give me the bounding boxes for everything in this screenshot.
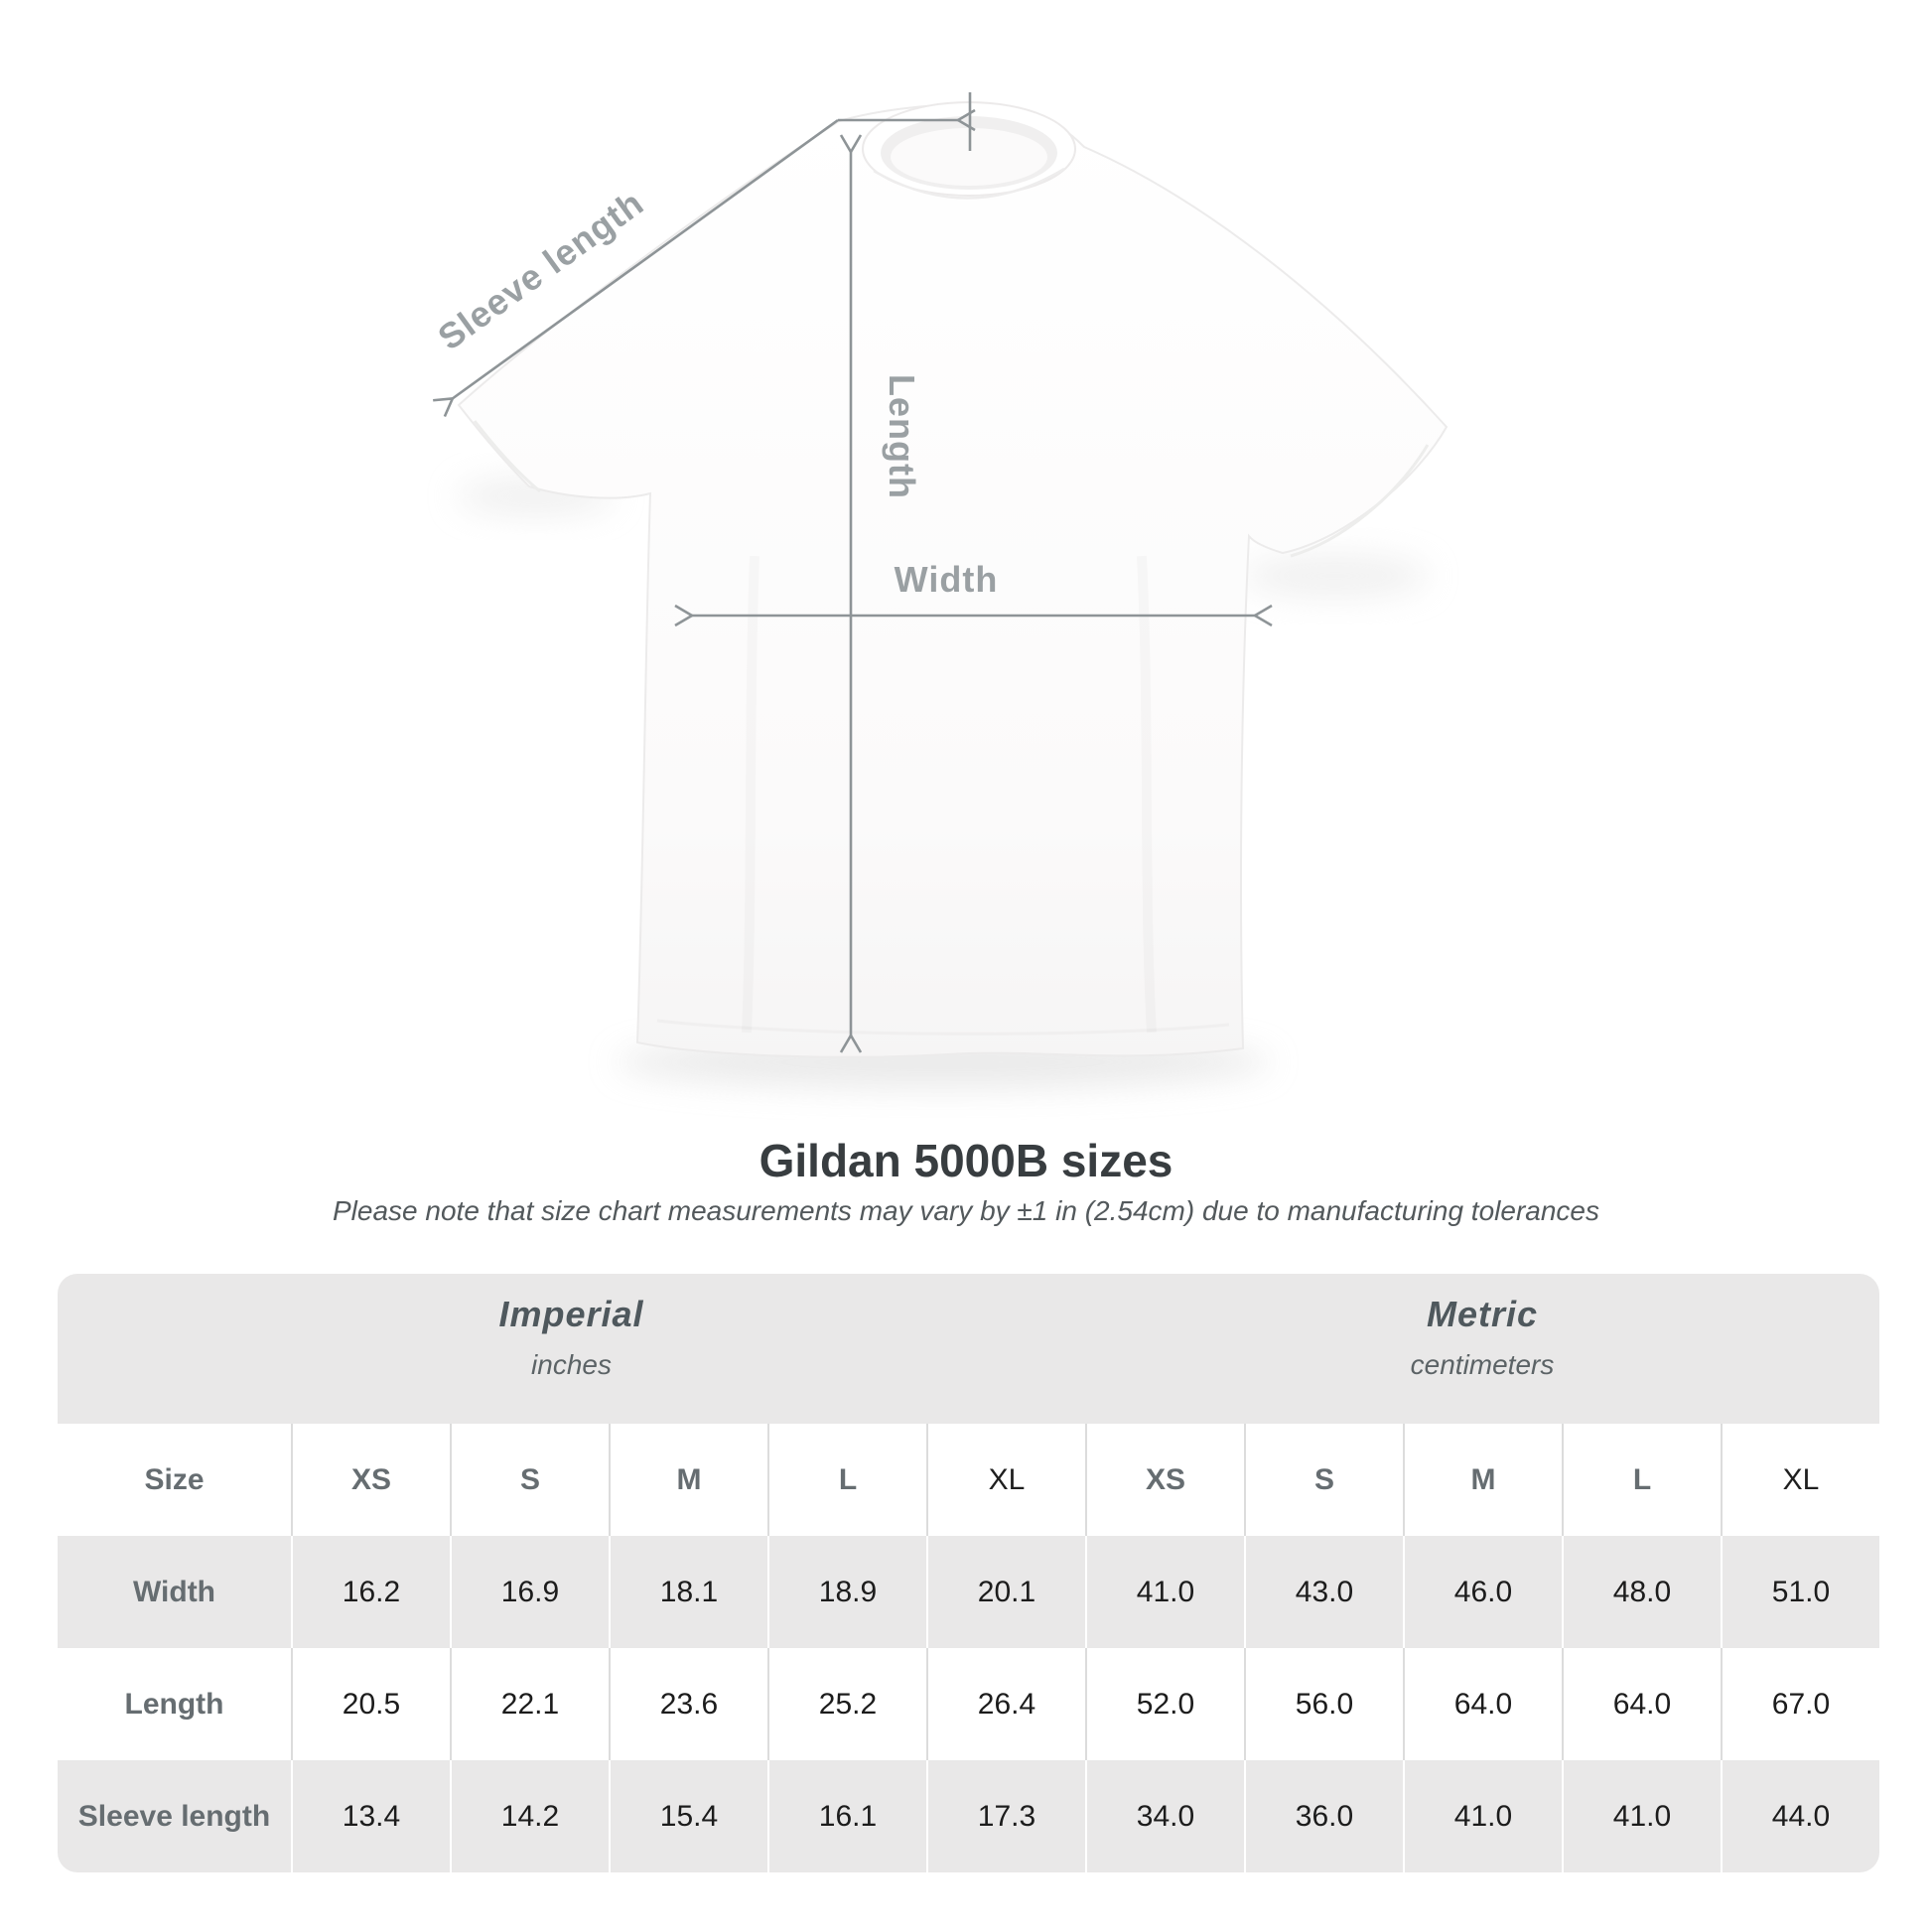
metric-label: Metric xyxy=(1426,1294,1539,1334)
size-table: Imperial inches Metric centimeters Size … xyxy=(58,1274,1879,1872)
value-cell: 44.0 xyxy=(1721,1760,1879,1872)
row-label: Sleeve length xyxy=(58,1760,291,1872)
value-cell: 34.0 xyxy=(1085,1760,1244,1872)
value-cell: 26.4 xyxy=(926,1648,1085,1760)
value-cell: 43.0 xyxy=(1244,1536,1403,1648)
value-cell: 16.2 xyxy=(291,1536,450,1648)
size-header-cell: L xyxy=(767,1424,926,1536)
size-header-cell: XS xyxy=(291,1424,450,1536)
value-cell: 56.0 xyxy=(1244,1648,1403,1760)
sleeve-length-line xyxy=(433,118,839,417)
value-cell: 22.1 xyxy=(450,1648,609,1760)
tolerance-note: Please note that size chart measurements… xyxy=(333,1195,1599,1226)
imperial-unit-label: inches xyxy=(531,1349,612,1380)
collar-seam xyxy=(873,167,1065,200)
size-header-cell: XL xyxy=(926,1424,1085,1536)
value-cell: 16.1 xyxy=(767,1760,926,1872)
right-cuff-seam xyxy=(1290,444,1430,558)
value-cell: 13.4 xyxy=(291,1760,450,1872)
value-cell: 15.4 xyxy=(609,1760,767,1872)
value-cell: 20.1 xyxy=(926,1536,1085,1648)
size-header-cell: S xyxy=(1244,1424,1403,1536)
value-cell: 46.0 xyxy=(1403,1536,1562,1648)
value-cell: 23.6 xyxy=(609,1648,767,1760)
value-cell: 51.0 xyxy=(1721,1536,1879,1648)
hem-seam xyxy=(656,1019,1230,1035)
value-cell: 16.9 xyxy=(450,1536,609,1648)
value-cell: 41.0 xyxy=(1085,1536,1244,1648)
measurement-annotations xyxy=(433,92,1273,1053)
fold-line-left xyxy=(747,556,755,1033)
length-label: Length xyxy=(882,374,922,499)
size-header-cell: XL xyxy=(1721,1424,1879,1536)
row-label: Length xyxy=(124,1687,224,1721)
size-header-cell: L xyxy=(1562,1424,1721,1536)
value-cell: 67.0 xyxy=(1721,1648,1879,1760)
metric-header-group: Metric centimeters xyxy=(1085,1274,1879,1424)
value-cell: 18.1 xyxy=(609,1536,767,1648)
size-grid: Size XS S M L XL XS S M L XL Width 16.2 … xyxy=(58,1424,1879,1872)
value-cell: 52.0 xyxy=(1085,1648,1244,1760)
left-cuff-seam xyxy=(473,420,541,493)
tshirt-graphic xyxy=(457,101,1449,1058)
tshirt-body xyxy=(457,102,1449,1058)
value-cell: 17.3 xyxy=(926,1760,1085,1872)
row-label: Width xyxy=(58,1536,291,1648)
value-cell: 64.0 xyxy=(1562,1648,1721,1760)
page-title: Gildan 5000B sizes xyxy=(759,1135,1173,1186)
metric-unit-label: centimeters xyxy=(1410,1349,1555,1380)
imperial-label: Imperial xyxy=(498,1294,644,1334)
size-header-cell: S xyxy=(450,1424,609,1536)
value-cell: 64.0 xyxy=(1403,1648,1562,1760)
size-header-cell: M xyxy=(1403,1424,1562,1536)
value-cell: 41.0 xyxy=(1403,1760,1562,1872)
imperial-header-group: Imperial inches xyxy=(58,1274,1085,1424)
value-cell: 20.5 xyxy=(291,1648,450,1760)
value-cell: 36.0 xyxy=(1244,1760,1403,1872)
collar-inner xyxy=(891,128,1047,186)
size-column-header: Size xyxy=(144,1462,205,1496)
tshirt-measurement-diagram: Sleeve length Length Width xyxy=(430,92,1449,1088)
size-header-cell: XS xyxy=(1085,1424,1244,1536)
value-cell: 48.0 xyxy=(1562,1536,1721,1648)
value-cell: 25.2 xyxy=(767,1648,926,1760)
size-header-cell: M xyxy=(609,1424,767,1536)
value-cell: 14.2 xyxy=(450,1760,609,1872)
width-label: Width xyxy=(895,559,999,600)
value-cell: 41.0 xyxy=(1562,1760,1721,1872)
unit-header-band: Imperial inches Metric centimeters xyxy=(58,1274,1879,1424)
value-cell: 18.9 xyxy=(767,1536,926,1648)
